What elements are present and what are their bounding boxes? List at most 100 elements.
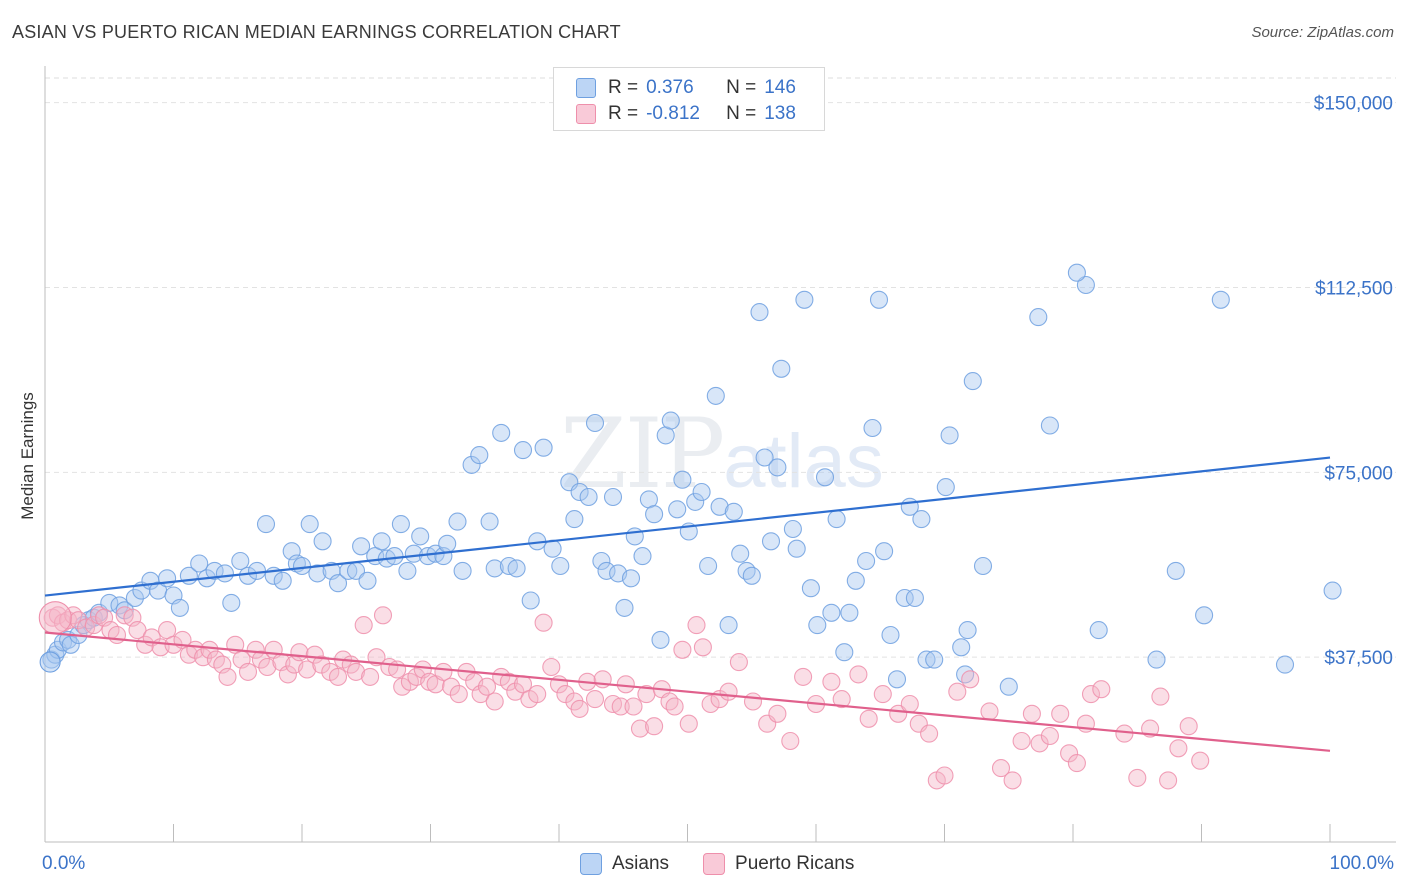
data-point: [881, 625, 900, 645]
data-point: [920, 724, 939, 743]
data-point: [827, 510, 846, 529]
data-point: [935, 766, 954, 785]
data-point: [513, 441, 533, 460]
data-point: [1012, 731, 1031, 751]
data-point: [624, 697, 643, 716]
data-point: [354, 616, 373, 635]
data-point: [205, 561, 224, 580]
data-point: [1040, 726, 1059, 746]
tick-layer: $37,500 $75,000 $112,500 $150,000 0.0% 100.0%: [42, 94, 1394, 874]
series-legend-asians[interactable]: Asians: [580, 853, 669, 875]
data-point: [840, 603, 859, 622]
data-point: [737, 561, 756, 580]
data-point: [832, 690, 851, 709]
data-point: [290, 643, 309, 662]
data-point: [570, 699, 589, 718]
data-point: [630, 719, 650, 738]
x-tick-label: 100.0%: [1330, 853, 1395, 874]
data-point: [273, 571, 292, 590]
data-point: [251, 650, 270, 669]
trend-layer: [44, 456, 1331, 752]
data-point: [1275, 655, 1295, 674]
data-point: [477, 677, 497, 696]
data-point: [719, 682, 738, 701]
data-point: [887, 670, 907, 689]
data-point: [1081, 685, 1101, 704]
data-point: [755, 448, 774, 467]
data-point: [238, 662, 258, 681]
data-point: [661, 411, 680, 430]
data-point: [556, 685, 575, 704]
data-point: [1067, 754, 1086, 773]
data-point: [1067, 263, 1086, 282]
data-point: [190, 554, 209, 573]
data-point: [84, 616, 103, 635]
data-point: [404, 544, 423, 563]
data-point: [579, 487, 598, 507]
data-point: [701, 694, 720, 714]
data-point: [521, 591, 540, 610]
data-point: [1003, 771, 1022, 790]
data-point: [585, 413, 605, 433]
data-point: [1051, 704, 1070, 723]
y-tick-label: $75,000: [1324, 463, 1393, 484]
series-legend-puerto-ricans[interactable]: Puerto Ricans: [703, 853, 854, 875]
data-point-cluster: [39, 651, 61, 673]
data-point: [534, 438, 553, 457]
data-point: [787, 539, 806, 558]
series-swatch-asians: [580, 853, 602, 875]
data-point: [328, 667, 348, 686]
data-point: [958, 621, 977, 640]
data-point: [385, 547, 404, 566]
legend-n-value: 146: [764, 77, 796, 98]
y-tick-label: $150,000: [1314, 94, 1393, 115]
data-point: [1030, 734, 1049, 753]
data-point: [822, 603, 841, 622]
data-point: [808, 616, 827, 635]
data-point: [462, 455, 481, 474]
data-point: [768, 458, 787, 477]
data-point: [822, 672, 841, 691]
data-point: [278, 665, 297, 684]
data-point: [298, 660, 317, 679]
points-layer: [38, 263, 1342, 790]
x-tick-label: 0.0%: [42, 853, 85, 874]
data-point: [719, 616, 738, 635]
data-point: [991, 759, 1011, 778]
data-point: [453, 561, 472, 580]
data-point: [231, 551, 250, 571]
data-point: [597, 561, 616, 580]
data-point: [772, 359, 791, 378]
data-point: [1159, 771, 1178, 790]
trend-line-puerto-ricans: [44, 631, 1331, 752]
data-point: [692, 482, 711, 502]
data-point: [948, 682, 967, 701]
data-point: [128, 621, 147, 640]
data-point: [706, 386, 725, 405]
data-point: [1169, 739, 1188, 758]
data-point: [312, 655, 331, 674]
data-point: [391, 515, 410, 534]
data-point: [258, 657, 277, 677]
data-point: [1089, 621, 1108, 640]
data-point: [592, 551, 611, 571]
legend-r-label: R =: [608, 103, 639, 124]
data-point: [889, 704, 908, 723]
data-point: [328, 574, 348, 593]
data-point: [980, 702, 999, 721]
legend-swatch-puerto-ricans: [576, 104, 596, 124]
data-point: [645, 505, 664, 524]
legend-n-label: N =: [726, 77, 757, 98]
data-point: [768, 704, 787, 723]
data-point: [485, 692, 504, 711]
data-point: [125, 588, 144, 608]
data-point: [940, 426, 959, 445]
data-point: [1115, 724, 1134, 743]
data-point: [1060, 744, 1079, 763]
data-point: [781, 731, 800, 751]
legend-r-value: -0.812: [646, 103, 700, 124]
series-puerto-ricans: [38, 601, 1210, 790]
data-point: [863, 418, 882, 438]
data-point: [308, 564, 327, 583]
